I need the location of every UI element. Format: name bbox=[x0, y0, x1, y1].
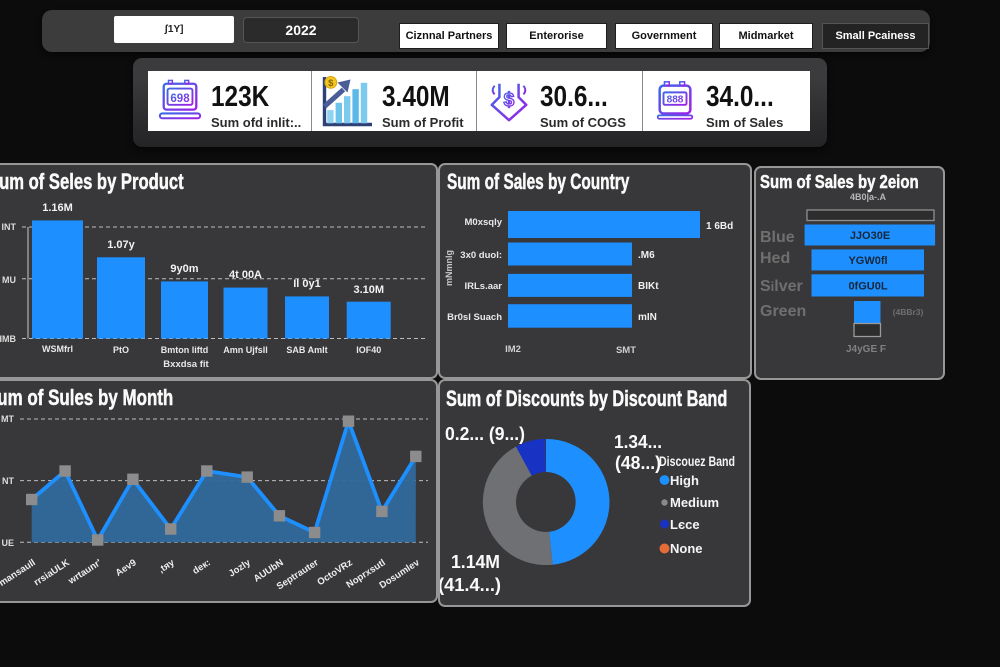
svg-text:0fGU0L: 0fGU0L bbox=[848, 281, 887, 293]
svg-text:IM2: IM2 bbox=[505, 344, 521, 355]
svg-text:.M6: .M6 bbox=[638, 250, 655, 261]
svg-text:,tяy: ,tяy bbox=[157, 557, 178, 576]
svg-text:Jozly: Jozly bbox=[227, 557, 254, 580]
svg-text:Aev9: Aev9 bbox=[114, 557, 139, 579]
svg-text:0.2... (9...): 0.2... (9...) bbox=[445, 424, 525, 444]
svg-text:(48...): (48...) bbox=[615, 453, 661, 473]
svg-text:1.16M: 1.16M bbox=[42, 202, 73, 214]
svg-text:3.10M: 3.10M bbox=[354, 284, 385, 296]
svg-text:4B0|a-.A: 4B0|a-.A bbox=[850, 192, 887, 202]
svg-text:UE: UE bbox=[1, 538, 14, 548]
svg-text:High: High bbox=[670, 473, 699, 488]
svg-text:PtO: PtO bbox=[113, 345, 129, 355]
svg-text:888: 888 bbox=[667, 94, 684, 105]
svg-text:mNmnlg: mNmnlg bbox=[444, 250, 454, 286]
svg-text:Silver: Silver bbox=[760, 278, 803, 295]
svg-text:rrsiaULK: rrsiaULK bbox=[32, 557, 72, 588]
svg-text:Green: Green bbox=[760, 303, 806, 320]
svg-text:BIKt: BIKt bbox=[638, 281, 659, 292]
svg-text:$: $ bbox=[328, 78, 334, 89]
svg-text:MU: MU bbox=[2, 275, 16, 285]
svg-text:deк:: deк: bbox=[191, 557, 213, 577]
svg-text:Bmton liftd: Bmton liftd bbox=[161, 345, 209, 355]
svg-text:Medium: Medium bbox=[670, 495, 719, 510]
svg-text:Il 0y1: Il 0y1 bbox=[293, 278, 321, 290]
svg-text:M0xsqly: M0xsqly bbox=[465, 217, 503, 228]
svg-text:JJO30E: JJO30E bbox=[850, 230, 890, 242]
svg-text:Br0sl Suach: Br0sl Suach bbox=[447, 312, 502, 323]
svg-text:SMT: SMT bbox=[616, 345, 636, 356]
svg-text:WSMfrl: WSMfrl bbox=[42, 344, 73, 354]
svg-text:(4BBr3): (4BBr3) bbox=[893, 307, 924, 317]
svg-text:1 6Bd: 1 6Bd bbox=[706, 221, 733, 232]
svg-text:IRLs.aar: IRLs.aar bbox=[465, 281, 503, 292]
svg-text:IMB: IMB bbox=[0, 334, 16, 344]
svg-text:mIN: mIN bbox=[638, 312, 657, 323]
svg-text:Hed: Hed bbox=[760, 250, 790, 267]
svg-text:MT: MT bbox=[1, 414, 14, 424]
svg-text:3x0 duol:: 3x0 duol: bbox=[460, 250, 502, 261]
svg-text:INT: INT bbox=[2, 222, 17, 232]
svg-text:NT: NT bbox=[2, 476, 14, 486]
svg-text:Discouez Band: Discouez Band bbox=[659, 453, 735, 469]
svg-text:Lєce: Lєce bbox=[670, 517, 700, 532]
svg-text:Blue: Blue bbox=[760, 229, 795, 246]
svg-text:None: None bbox=[670, 541, 703, 556]
svg-text:1.34...: 1.34... bbox=[614, 432, 662, 452]
svg-text:Bxxdsa fit: Bxxdsa fit bbox=[163, 359, 209, 370]
svg-text:$: $ bbox=[504, 90, 515, 111]
svg-text:1.14M: 1.14M bbox=[451, 552, 500, 572]
svg-text:9y0m: 9y0m bbox=[170, 263, 198, 275]
svg-text:SAB Amlt: SAB Amlt bbox=[286, 345, 327, 355]
svg-text:wrtaunr': wrtaunr' bbox=[66, 557, 104, 587]
svg-text:J4yGE F: J4yGE F bbox=[846, 344, 886, 355]
svg-text:1.07y: 1.07y bbox=[107, 239, 135, 251]
svg-text:Amn Ujfsll: Amn Ujfsll bbox=[223, 345, 268, 355]
svg-text:mansaull: mansaull bbox=[0, 557, 38, 589]
svg-text:IOF40: IOF40 bbox=[356, 345, 381, 355]
svg-text:(41.4...): (41.4...) bbox=[438, 575, 501, 595]
svg-text:698: 698 bbox=[170, 93, 190, 105]
svg-text:4t 00A: 4t 00A bbox=[229, 269, 262, 281]
svg-text:YGW0fl: YGW0fl bbox=[848, 255, 887, 267]
